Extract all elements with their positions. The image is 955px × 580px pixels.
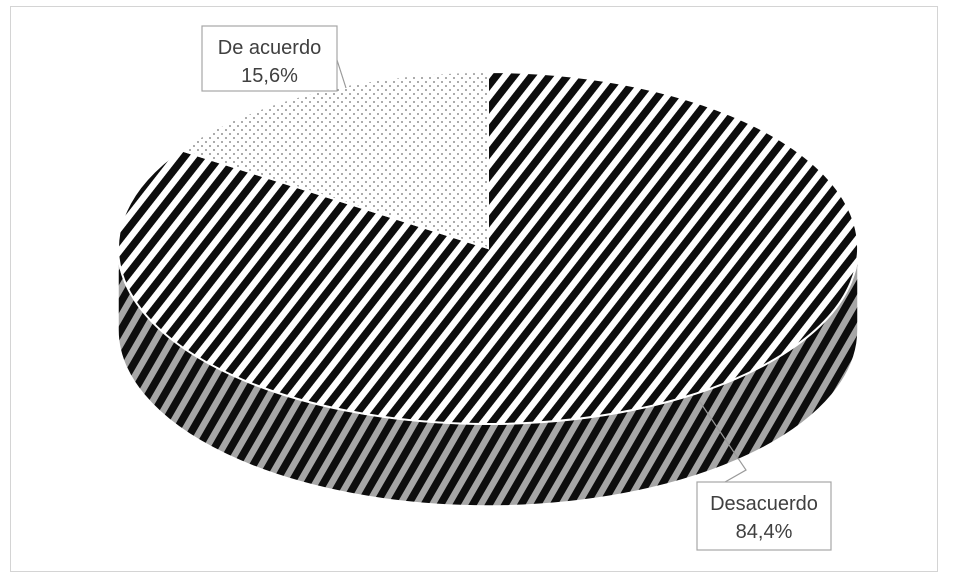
data-label-box — [696, 481, 832, 551]
category-label: De acuerdo — [218, 37, 321, 59]
data-labels: Desacuerdo 84,4% De acuerdo 15,6% — [201, 25, 832, 551]
pie-slice-de-acuerdo — [178, 70, 489, 250]
pie-top-faces — [117, 70, 859, 425]
data-label-desacuerdo: Desacuerdo 84,4% — [696, 401, 832, 551]
leader-line — [336, 59, 347, 89]
data-label-box — [201, 25, 338, 92]
percentage-label: 84,4% — [736, 521, 793, 543]
data-label-de-acuerdo: De acuerdo 15,6% — [201, 25, 347, 92]
percentage-label: 15,6% — [241, 65, 298, 87]
chart-frame — [10, 6, 938, 572]
category-label: Desacuerdo — [710, 493, 818, 515]
